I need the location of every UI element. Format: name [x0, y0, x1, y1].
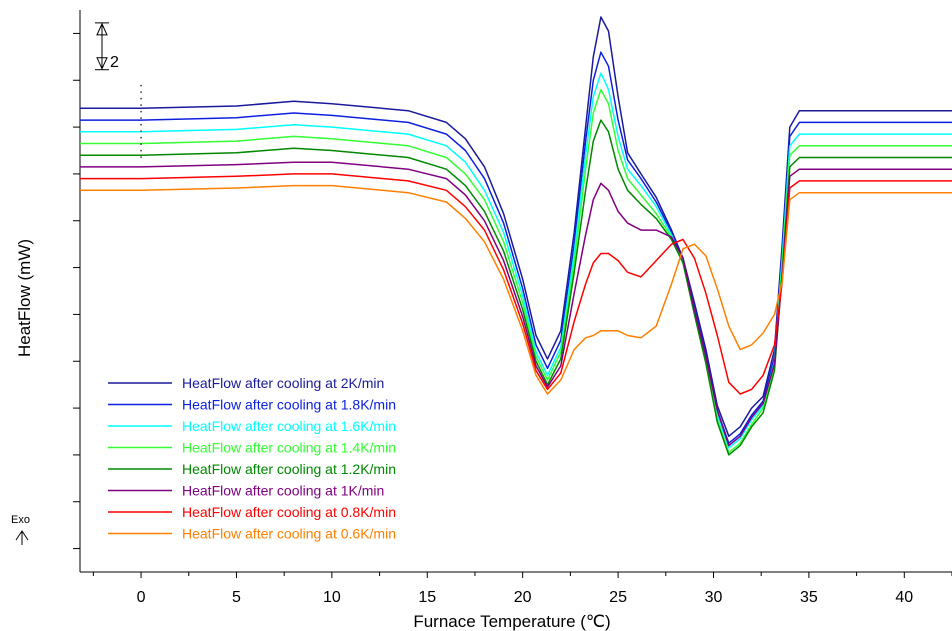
- series-line-8: [80, 184, 952, 395]
- legend-label: HeatFlow after cooling at 2K/min: [182, 375, 384, 391]
- legend-label: HeatFlow after cooling at 1.4K/min: [182, 440, 396, 456]
- legend-label: HeatFlow after cooling at 0.6K/min: [182, 526, 396, 542]
- series-line-3: [80, 72, 952, 449]
- series-line-2: [80, 51, 952, 444]
- exo-arrow-up-icon: [15, 530, 29, 545]
- x-axis-ticks: 0 5 10 15 20 25 30 35 40: [92, 572, 952, 606]
- x-tick-label: 15: [418, 589, 436, 606]
- x-tick-label: 10: [323, 589, 341, 606]
- scale-bar-arrow-up-icon: [96, 22, 108, 36]
- x-tick-label: 25: [609, 589, 627, 606]
- legend-label: HeatFlow after cooling at 1.6K/min: [182, 418, 396, 434]
- series-line-6: [80, 161, 952, 447]
- scale-bar: 2: [95, 22, 119, 71]
- x-tick-label: 35: [800, 589, 818, 606]
- series-line-7: [80, 173, 952, 395]
- legend-label: HeatFlow after cooling at 1K/min: [182, 483, 384, 499]
- series-line-1: [80, 16, 952, 437]
- y-axis-title: HeatFlow (mW): [15, 239, 34, 357]
- x-tick-label: 20: [514, 589, 532, 606]
- series-line-5: [80, 119, 952, 456]
- legend-label: HeatFlow after cooling at 1.2K/min: [182, 461, 396, 477]
- legend: HeatFlow after cooling at 2K/min HeatFlow…: [108, 375, 396, 542]
- scale-bar-label: 2: [110, 54, 119, 71]
- x-tick-label: 5: [232, 589, 241, 606]
- x-tick-label: 0: [137, 589, 146, 606]
- legend-label: HeatFlow after cooling at 1.8K/min: [182, 397, 396, 413]
- x-tick-label: 30: [705, 589, 723, 606]
- axes: [79, 10, 952, 573]
- x-tick-label: 40: [895, 589, 913, 606]
- x-axis-title: Furnace Temperature (℃): [413, 612, 610, 631]
- scale-bar-arrow-down-icon: [96, 57, 108, 70]
- legend-label: HeatFlow after cooling at 0.8K/min: [182, 504, 396, 520]
- y-axis-ticks: [73, 32, 80, 550]
- exo-label: Exo: [11, 514, 30, 526]
- exo-indicator: Exo: [11, 514, 30, 545]
- series-lines: [80, 16, 952, 456]
- series-line-4: [80, 88, 952, 454]
